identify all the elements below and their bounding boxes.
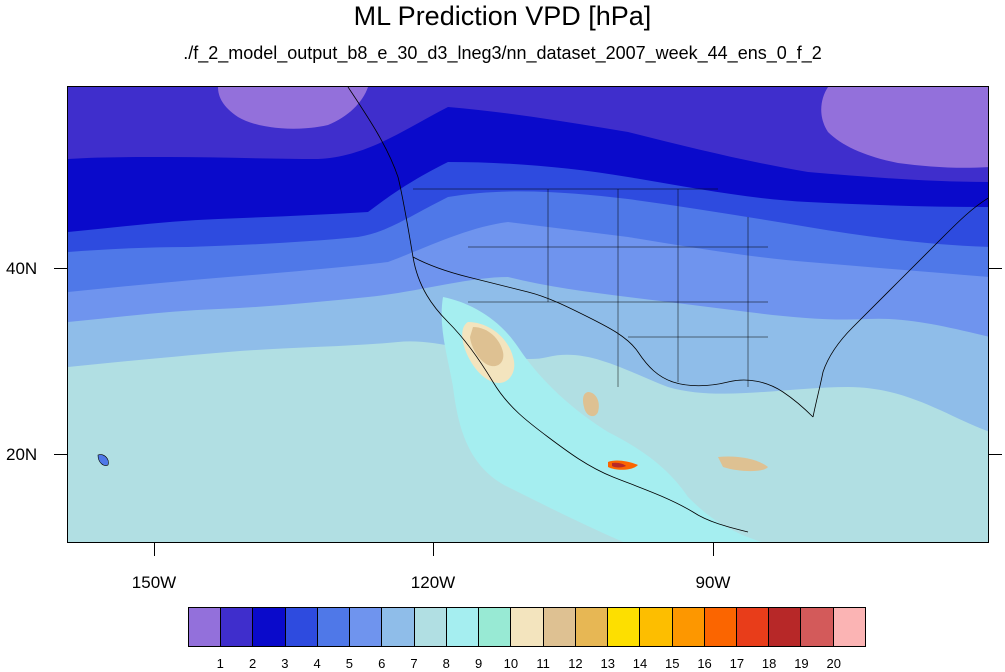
colorbar-level-label: 14 (632, 656, 648, 671)
lon-tick-150w (154, 543, 155, 556)
colorbar-level-label: 2 (248, 656, 257, 671)
colorbar-level-label: 18 (761, 656, 777, 671)
colorbar-box (413, 607, 447, 647)
colorbar-level-label: 15 (665, 656, 680, 671)
field-contour-1-a (821, 87, 988, 168)
lon-tick-90w (713, 543, 714, 556)
lat-tick-40n-left (54, 268, 67, 269)
field-contour-9 (441, 297, 762, 542)
colorbar-level-label: 7 (410, 656, 418, 671)
colorbar-box (349, 607, 383, 647)
lat-label-40n: 40N (6, 259, 38, 278)
colorbar-level-label: 1 (216, 656, 224, 671)
colorbar-box (671, 607, 705, 647)
hawaii-island (97, 454, 109, 466)
colorbar-box (381, 607, 415, 647)
colorbar-level-label: 5 (345, 656, 354, 671)
colorbar-level-label: 6 (378, 656, 386, 671)
colorbar-box (188, 607, 222, 647)
colorbar-level-label: 12 (568, 656, 583, 671)
lon-label-120w: 120W (410, 573, 456, 592)
colorbar-level-label: 17 (729, 656, 745, 671)
colorbar-box (768, 607, 802, 647)
colorbar-box (607, 607, 641, 647)
colorbar-box (639, 607, 673, 647)
colorbar-box (800, 607, 834, 647)
lat-tick-20n-left (54, 454, 67, 455)
colorbar (188, 607, 866, 647)
field-contour-1-b (218, 87, 368, 129)
lat-tick-20n-right (989, 454, 1002, 455)
colorbar-box (703, 607, 737, 647)
map-title: ML Prediction VPD [hPa] (353, 1, 652, 31)
colorbar-level-label: 13 (600, 656, 615, 671)
colorbar-box (478, 607, 512, 647)
political-boundaries (413, 188, 768, 387)
colorbar-level-label: 9 (474, 656, 483, 671)
colorbar-box (445, 607, 480, 647)
colorbar-level-label: 10 (503, 656, 519, 671)
coastline (347, 87, 988, 533)
lon-label-150w: 150W (131, 573, 177, 592)
vpd-field (68, 87, 988, 542)
colorbar-level-label: 3 (281, 656, 289, 671)
field-contour-18 (612, 462, 626, 468)
colorbar-level-label: 20 (826, 656, 841, 671)
colorbar-box (220, 607, 254, 647)
colorbar-box (735, 607, 770, 647)
colorbar-level-label: 11 (536, 656, 550, 671)
colorbar-level-label: 8 (442, 656, 450, 671)
lat-tick-40n-right (989, 268, 1002, 269)
colorbar-level-label: 19 (794, 656, 809, 671)
colorbar-level-label: 16 (697, 656, 712, 671)
map-subtitle: ./f_2_model_output_b8_e_30_d3_lneg3/nn_d… (183, 43, 822, 63)
colorbar-box (510, 607, 544, 647)
lon-label-90w: 90W (695, 573, 731, 592)
colorbar-box (574, 607, 609, 647)
colorbar-box (252, 607, 286, 647)
colorbar-labels: 1 2 3 4 5 6 7 8 9 10 11 12 13 14 15 16 17 18 19 20 (188, 656, 866, 672)
colorbar-box (542, 607, 576, 647)
field-contour-12-b (583, 392, 599, 417)
colorbar-level-label: 4 (313, 656, 321, 671)
colorbar-box (316, 607, 351, 647)
field-contour-12 (470, 327, 504, 367)
lon-tick-120w (433, 543, 434, 556)
colorbar-box (284, 607, 318, 647)
lat-label-20n: 20N (6, 445, 38, 464)
field-contour-12-c (718, 456, 768, 472)
colorbar-box (832, 607, 866, 647)
vpd-map (67, 86, 989, 543)
